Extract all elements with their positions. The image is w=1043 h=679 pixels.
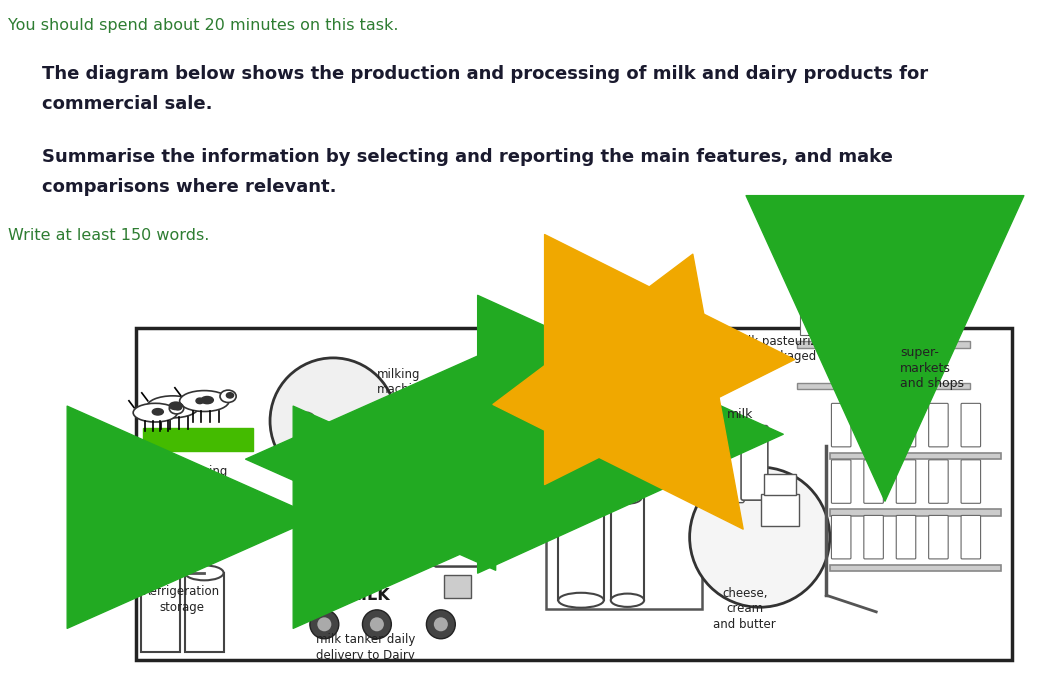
Text: You should spend about 20 minutes on this task.: You should spend about 20 minutes on thi…: [8, 18, 398, 33]
Text: Summarise the information by selecting and reporting the main features, and make: Summarise the information by selecting a…: [42, 148, 893, 166]
Circle shape: [689, 467, 830, 607]
Bar: [300, 504, 436, 564]
Ellipse shape: [611, 403, 645, 416]
Bar: [765, 474, 796, 495]
Ellipse shape: [185, 566, 223, 581]
FancyBboxPatch shape: [831, 460, 851, 503]
Bar: [935, 289, 941, 301]
FancyBboxPatch shape: [928, 403, 948, 447]
Bar: [905, 300, 918, 335]
Ellipse shape: [611, 492, 641, 504]
Bar: [141, 573, 179, 652]
Ellipse shape: [377, 427, 381, 430]
Text: comparisons where relevant.: comparisons where relevant.: [42, 178, 337, 196]
FancyBboxPatch shape: [831, 403, 851, 447]
Bar: [881, 289, 889, 301]
Text: Write at least 150 words.: Write at least 150 words.: [8, 228, 210, 243]
Ellipse shape: [611, 593, 645, 607]
Text: The diagram below shows the production and processing of milk and dairy products: The diagram below shows the production a…: [42, 65, 928, 83]
Bar: [545, 351, 702, 608]
Bar: [798, 342, 970, 348]
Bar: [728, 422, 738, 437]
Circle shape: [363, 610, 391, 639]
Circle shape: [434, 617, 447, 631]
Ellipse shape: [349, 426, 378, 438]
Ellipse shape: [175, 405, 181, 410]
FancyBboxPatch shape: [864, 515, 883, 559]
Text: cows grazing: cows grazing: [150, 465, 227, 478]
Bar: [907, 289, 915, 301]
Bar: [830, 452, 1001, 459]
FancyBboxPatch shape: [961, 515, 980, 559]
Ellipse shape: [169, 403, 184, 414]
Bar: [852, 300, 865, 335]
Ellipse shape: [152, 409, 164, 415]
FancyBboxPatch shape: [896, 403, 916, 447]
FancyBboxPatch shape: [961, 403, 980, 447]
Ellipse shape: [226, 392, 234, 398]
Ellipse shape: [179, 390, 229, 411]
Bar: [931, 300, 944, 335]
Text: MILK: MILK: [346, 588, 390, 603]
Text: milk: milk: [727, 408, 754, 421]
Bar: [143, 428, 252, 451]
Bar: [136, 328, 1012, 660]
Bar: [803, 289, 809, 301]
FancyBboxPatch shape: [928, 460, 948, 503]
Text: commercial sale.: commercial sale.: [42, 95, 213, 113]
Circle shape: [270, 358, 396, 484]
Bar: [830, 564, 1001, 571]
Bar: [855, 289, 863, 301]
Ellipse shape: [220, 390, 236, 403]
Bar: [760, 494, 799, 526]
FancyBboxPatch shape: [961, 460, 980, 503]
Bar: [611, 409, 645, 600]
Ellipse shape: [558, 593, 604, 608]
FancyBboxPatch shape: [864, 460, 883, 503]
Bar: [829, 289, 835, 301]
FancyBboxPatch shape: [435, 511, 479, 566]
Bar: [558, 439, 604, 600]
Bar: [879, 300, 891, 335]
FancyBboxPatch shape: [831, 515, 851, 559]
Ellipse shape: [141, 566, 179, 581]
FancyBboxPatch shape: [864, 403, 883, 447]
Ellipse shape: [147, 396, 199, 418]
Circle shape: [370, 617, 384, 631]
Ellipse shape: [558, 431, 604, 446]
Circle shape: [310, 610, 339, 639]
FancyBboxPatch shape: [896, 460, 916, 503]
Circle shape: [427, 610, 456, 639]
Text: milking
machine
twice a
day: milking machine twice a day: [377, 368, 428, 427]
Bar: [444, 574, 470, 598]
FancyBboxPatch shape: [896, 515, 916, 559]
Bar: [185, 573, 223, 652]
FancyBboxPatch shape: [723, 434, 745, 502]
FancyBboxPatch shape: [742, 426, 768, 500]
Ellipse shape: [372, 426, 382, 433]
Bar: [611, 411, 641, 498]
Text: Dairy: Dairy: [555, 363, 590, 376]
Ellipse shape: [134, 403, 177, 422]
Ellipse shape: [196, 398, 203, 403]
Bar: [826, 300, 839, 335]
Ellipse shape: [362, 429, 369, 433]
Text: Refrigeration
storage: Refrigeration storage: [143, 585, 220, 614]
Bar: [800, 300, 812, 335]
Text: milk pasteurized
and packaged: milk pasteurized and packaged: [733, 335, 832, 363]
Circle shape: [298, 412, 316, 430]
Text: milk tanker daily
delivery to Dairy: milk tanker daily delivery to Dairy: [316, 634, 415, 662]
Bar: [830, 509, 1001, 515]
Ellipse shape: [169, 402, 183, 409]
Circle shape: [317, 617, 332, 631]
Text: super-
markets
and shops: super- markets and shops: [900, 346, 964, 390]
Bar: [798, 383, 970, 390]
Ellipse shape: [201, 397, 214, 404]
FancyBboxPatch shape: [928, 515, 948, 559]
Ellipse shape: [611, 405, 641, 417]
Ellipse shape: [189, 395, 207, 408]
Text: cheese,
cream
and butter: cheese, cream and butter: [713, 587, 776, 631]
